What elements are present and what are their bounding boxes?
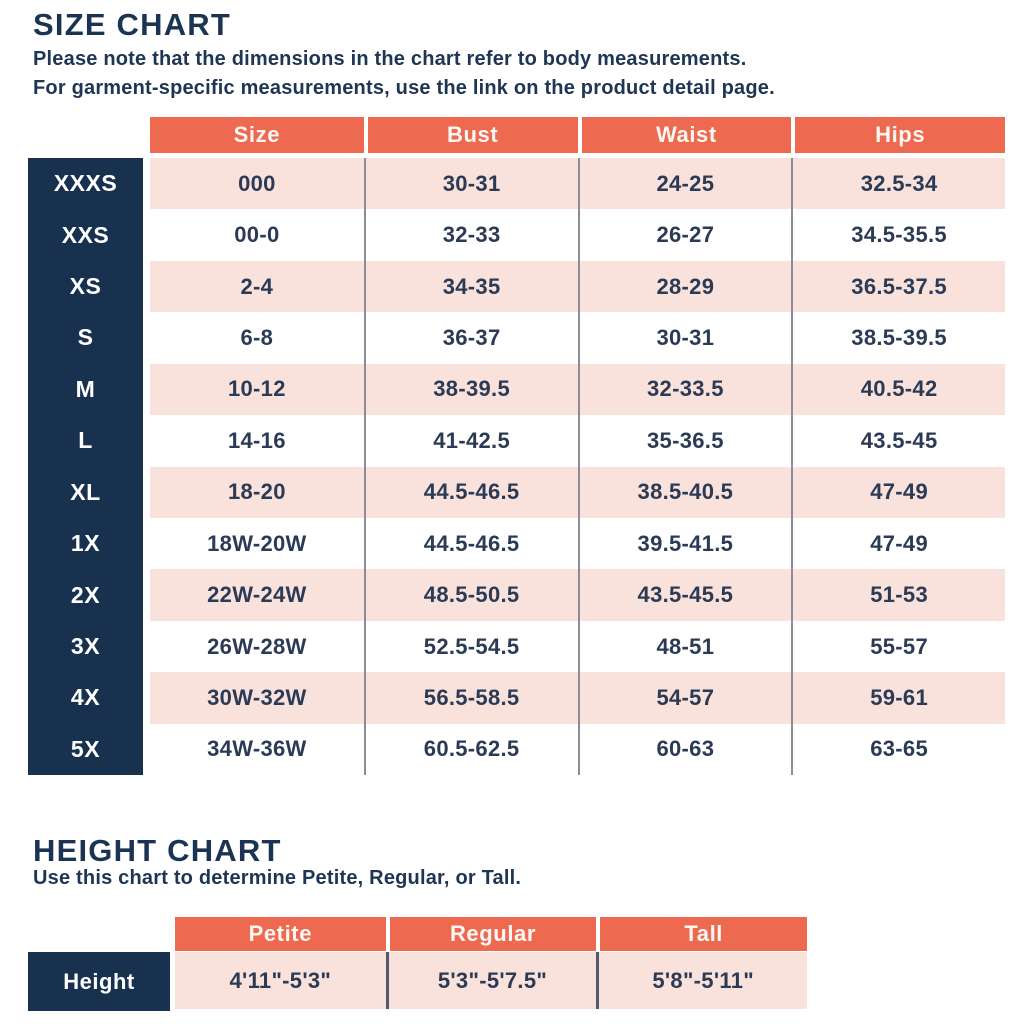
size-row-label: 3X bbox=[70, 633, 101, 659]
size-chart-note-line2: For garment-specific measurements, use t… bbox=[33, 77, 775, 99]
table-cell: 28-29 bbox=[577, 260, 792, 313]
size-row-label: L bbox=[78, 427, 93, 454]
height-table-header: Petite Regular Tall bbox=[175, 917, 807, 951]
table-cell: 51-53 bbox=[791, 569, 1005, 621]
table-cell: 55-57 bbox=[791, 620, 1005, 673]
table-cell: 60-63 bbox=[577, 723, 792, 776]
height-value-cell: 5'8"-5'11" bbox=[596, 952, 807, 1009]
table-row: 6-8 36-37 30-31 38.5-39.5 bbox=[150, 312, 1005, 364]
table-cell: 43.5-45.5 bbox=[577, 569, 792, 621]
table-cell: 32-33 bbox=[363, 209, 578, 261]
table-cell: 44.5-46.5 bbox=[363, 517, 578, 570]
table-cell: 52.5-54.5 bbox=[363, 620, 578, 673]
size-row-labels: XXXS XXS XS S M L XL 1X 2X 3X 4X 5X bbox=[28, 158, 143, 775]
size-row-label: S bbox=[77, 324, 94, 351]
table-cell: 47-49 bbox=[791, 517, 1005, 570]
table-cell: 41-42.5 bbox=[363, 415, 578, 467]
table-cell: 43.5-45 bbox=[791, 415, 1005, 467]
size-row-label: XL bbox=[70, 478, 101, 505]
table-cell: 56.5-58.5 bbox=[363, 672, 578, 724]
height-table-row: 4'11"-5'3" 5'3"-5'7.5" 5'8"-5'11" bbox=[175, 952, 807, 1009]
height-row-label-box: Height bbox=[28, 952, 170, 1011]
table-cell: 38.5-40.5 bbox=[577, 466, 792, 518]
table-cell: 47-49 bbox=[791, 466, 1005, 518]
table-cell: 14-16 bbox=[227, 427, 286, 453]
table-cell: 32-33.5 bbox=[577, 363, 792, 416]
table-cell: 30W-32W bbox=[207, 684, 307, 710]
table-cell: 48.5-50.5 bbox=[363, 569, 578, 621]
size-row-label: 1X bbox=[70, 530, 101, 557]
table-cell: 10-12 bbox=[227, 376, 286, 402]
height-col-header-petite: Petite bbox=[175, 917, 386, 951]
size-row-label: 5X bbox=[70, 735, 101, 762]
size-table-body: 000 30-31 24-25 32.5-34 00-0 32-33 26-27 34.5-3… bbox=[150, 158, 1005, 776]
size-row-label: M bbox=[75, 375, 96, 402]
table-cell: 60.5-62.5 bbox=[363, 723, 578, 776]
table-row: 34W-36W 60.5-62.5 60-63 63-65 bbox=[150, 723, 1005, 776]
table-cell: 22W-24W bbox=[207, 582, 307, 608]
table-cell: 35-36.5 bbox=[577, 415, 792, 467]
table-row: 14-16 41-42.5 35-36.5 43.5-45 bbox=[150, 415, 1005, 467]
table-cell: 44.5-46.5 bbox=[363, 466, 578, 518]
table-cell: 38-39.5 bbox=[363, 363, 578, 416]
size-chart-title: SIZE CHART bbox=[33, 7, 231, 42]
table-cell: 000 bbox=[238, 170, 276, 196]
table-cell: 18-20 bbox=[227, 479, 286, 505]
table-row: 26W-28W 52.5-54.5 48-51 55-57 bbox=[150, 620, 1005, 673]
table-cell: 24-25 bbox=[577, 158, 792, 210]
height-chart-note: Use this chart to determine Petite, Regu… bbox=[33, 867, 522, 889]
table-row: 000 30-31 24-25 32.5-34 bbox=[150, 158, 1005, 210]
size-col-header-bust: Bust bbox=[363, 117, 578, 153]
height-chart-title: HEIGHT CHART bbox=[33, 833, 282, 868]
table-cell: 39.5-41.5 bbox=[577, 517, 792, 570]
table-cell: 40.5-42 bbox=[791, 363, 1005, 416]
size-row-label: XXXS bbox=[53, 170, 118, 197]
table-row: 2-4 34-35 28-29 36.5-37.5 bbox=[150, 260, 1005, 313]
table-row: 10-12 38-39.5 32-33.5 40.5-42 bbox=[150, 363, 1005, 416]
size-col-header-waist: Waist bbox=[577, 117, 792, 153]
table-cell: 18W-20W bbox=[207, 530, 307, 556]
size-row-label: 4X bbox=[70, 684, 101, 711]
table-row: 00-0 32-33 26-27 34.5-35.5 bbox=[150, 209, 1005, 261]
table-cell: 34.5-35.5 bbox=[791, 209, 1005, 261]
table-cell: 59-61 bbox=[791, 672, 1005, 724]
size-chart-note: Please note that the dimensions in the c… bbox=[33, 45, 775, 103]
table-cell: 48-51 bbox=[577, 620, 792, 673]
height-row-label: Height bbox=[63, 968, 135, 994]
size-chart-note-line1: Please note that the dimensions in the c… bbox=[33, 48, 747, 70]
table-cell: 30-31 bbox=[577, 312, 792, 364]
table-cell: 54-57 bbox=[577, 672, 792, 724]
size-table-header: Size Bust Waist Hips bbox=[150, 117, 1005, 153]
table-cell: 26W-28W bbox=[207, 633, 307, 659]
table-cell: 63-65 bbox=[791, 723, 1005, 776]
table-row: 30W-32W 56.5-58.5 54-57 59-61 bbox=[150, 672, 1005, 724]
size-col-header-size: Size bbox=[150, 117, 364, 153]
table-row: 18W-20W 44.5-46.5 39.5-41.5 47-49 bbox=[150, 517, 1005, 570]
table-cell: 2-4 bbox=[240, 273, 274, 299]
height-col-header-tall: Tall bbox=[596, 917, 807, 951]
height-col-header-regular: Regular bbox=[385, 917, 597, 951]
height-value-cell: 5'3"-5'7.5" bbox=[385, 952, 597, 1009]
table-cell: 30-31 bbox=[363, 158, 578, 210]
table-cell: 34W-36W bbox=[207, 736, 307, 762]
table-cell: 38.5-39.5 bbox=[791, 312, 1005, 364]
table-row: 22W-24W 48.5-50.5 43.5-45.5 51-53 bbox=[150, 569, 1005, 621]
table-cell: 36.5-37.5 bbox=[791, 260, 1005, 313]
table-cell: 36-37 bbox=[363, 312, 578, 364]
table-cell: 6-8 bbox=[240, 324, 274, 350]
size-col-header-hips: Hips bbox=[791, 117, 1005, 153]
size-row-label: 2X bbox=[70, 581, 101, 608]
table-cell: 32.5-34 bbox=[791, 158, 1005, 210]
size-row-label: XS bbox=[69, 273, 102, 300]
size-row-label: XXS bbox=[61, 221, 110, 248]
table-cell: 26-27 bbox=[577, 209, 792, 261]
table-cell: 34-35 bbox=[363, 260, 578, 313]
table-cell: 00-0 bbox=[234, 222, 280, 248]
height-value-cell: 4'11"-5'3" bbox=[229, 967, 332, 993]
table-row: 18-20 44.5-46.5 38.5-40.5 47-49 bbox=[150, 466, 1005, 518]
